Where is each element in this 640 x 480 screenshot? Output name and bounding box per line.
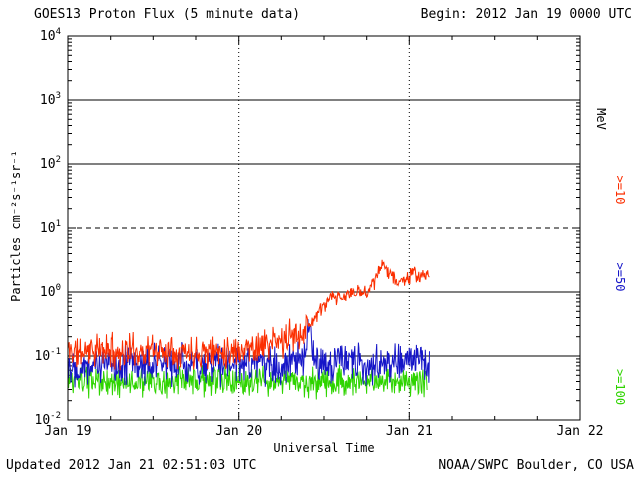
y-tick-label: 100 bbox=[40, 283, 61, 300]
updated-timestamp: Updated 2012 Jan 21 02:51:03 UTC bbox=[6, 458, 257, 473]
x-axis-label: Universal Time bbox=[273, 441, 375, 455]
right-axis-unit-label: MeV bbox=[594, 108, 608, 130]
y-tick-label: 10-2 bbox=[35, 411, 62, 428]
series-line-50 bbox=[67, 319, 430, 388]
y-tick-label: 104 bbox=[40, 27, 61, 44]
y-tick-label: 102 bbox=[40, 155, 61, 172]
y-tick-label: 101 bbox=[40, 219, 61, 236]
legend-ge10-label: >=10 bbox=[613, 175, 627, 205]
y-axis-label: Particles cm⁻²s⁻¹sr⁻¹ bbox=[9, 150, 23, 302]
legend-ge50-label: >=50 bbox=[613, 262, 627, 292]
begin-time-label: Begin: 2012 Jan 19 0000 UTC bbox=[420, 7, 632, 22]
x-tick-label: Jan 20 bbox=[215, 424, 262, 439]
series-line-100 bbox=[67, 363, 428, 400]
x-tick-label: Jan 19 bbox=[45, 424, 92, 439]
y-tick-label: 103 bbox=[40, 91, 61, 108]
y-tick-label: 10-1 bbox=[35, 347, 62, 364]
series-line-10 bbox=[67, 259, 430, 371]
x-tick-label: Jan 22 bbox=[557, 424, 604, 439]
source-attribution: NOAA/SWPC Boulder, CO USA bbox=[438, 458, 634, 473]
legend-ge100-label: >=100 bbox=[613, 368, 627, 406]
chart-title: GOES13 Proton Flux (5 minute data) bbox=[34, 7, 301, 22]
x-tick-label: Jan 21 bbox=[386, 424, 433, 439]
plot-border bbox=[67, 35, 581, 421]
